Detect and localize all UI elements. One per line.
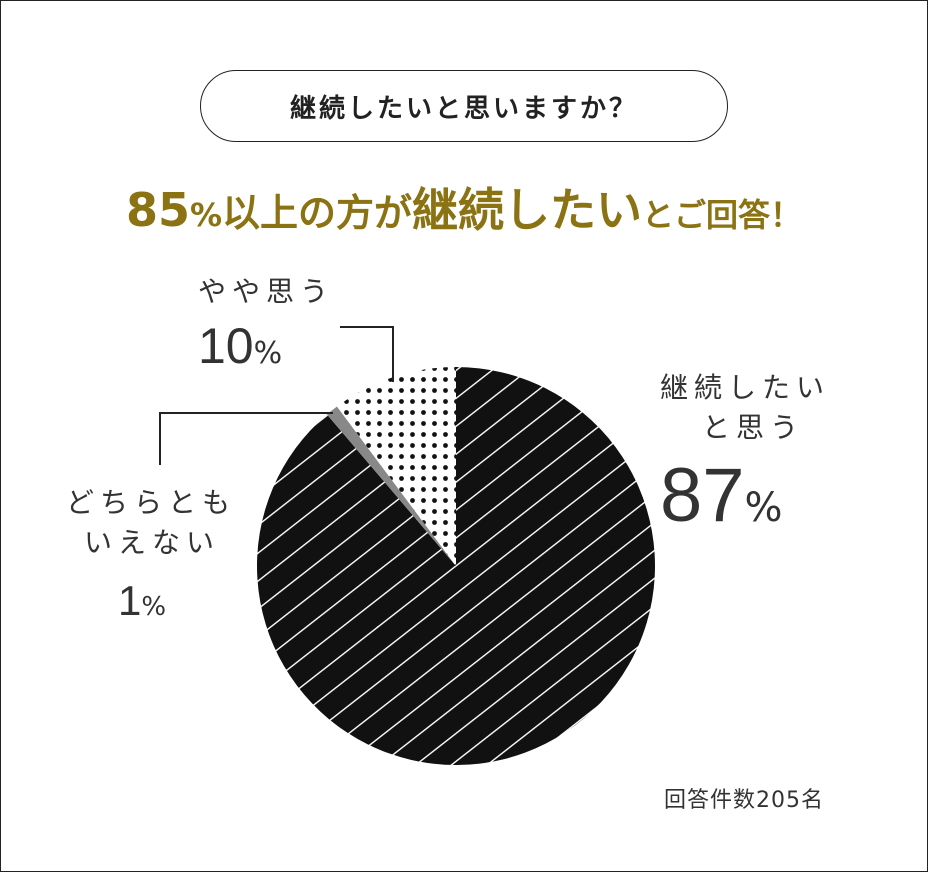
leader-line-neither [159, 412, 333, 465]
respondent-count: 回答件数205名 [664, 788, 824, 813]
label-somewhat-line1: やや思う [198, 275, 335, 308]
headline-part1: 以上の方が [222, 191, 413, 235]
label-somewhat-unit: % [253, 336, 283, 371]
label-continue: 継続したい と思う 87% [660, 368, 830, 558]
label-continue-line2: と思う [702, 411, 805, 444]
label-somewhat-value: 10% [198, 318, 334, 386]
label-continue-line1: 継続したい [660, 371, 831, 404]
label-neither-unit: % [141, 592, 167, 622]
label-neither: どちらとも いえない 1% [66, 483, 236, 634]
label-neither-line1: どちらとも [66, 486, 237, 519]
leader-line-somewhat [340, 326, 394, 382]
question-pill: 継続したいと思いますか？ [200, 70, 728, 142]
label-somewhat-number: 10 [198, 318, 254, 374]
slice-neither [327, 406, 456, 566]
label-neither-number: 1 [118, 577, 142, 624]
label-somewhat: やや思う 10% [198, 272, 334, 386]
headline-percent-sign: % [189, 196, 223, 234]
question-text: 継続したいと思いますか？ [289, 93, 638, 124]
label-continue-value: 87% [660, 454, 830, 558]
slice-somewhat [336, 367, 456, 566]
label-continue-unit: % [744, 485, 783, 531]
label-neither-value: 1% [66, 577, 236, 634]
label-continue-number: 87 [660, 453, 745, 538]
slice-continue [257, 367, 655, 765]
headline-part2: とご回答！ [642, 196, 803, 234]
label-neither-line2: いえない [84, 526, 221, 559]
headline-emphasis: 継続したい [412, 183, 643, 237]
headline: 85%以上の方が継続したいとご回答！ [0, 182, 928, 249]
pie-slices [257, 367, 655, 765]
headline-percent-number: 85 [125, 183, 190, 237]
